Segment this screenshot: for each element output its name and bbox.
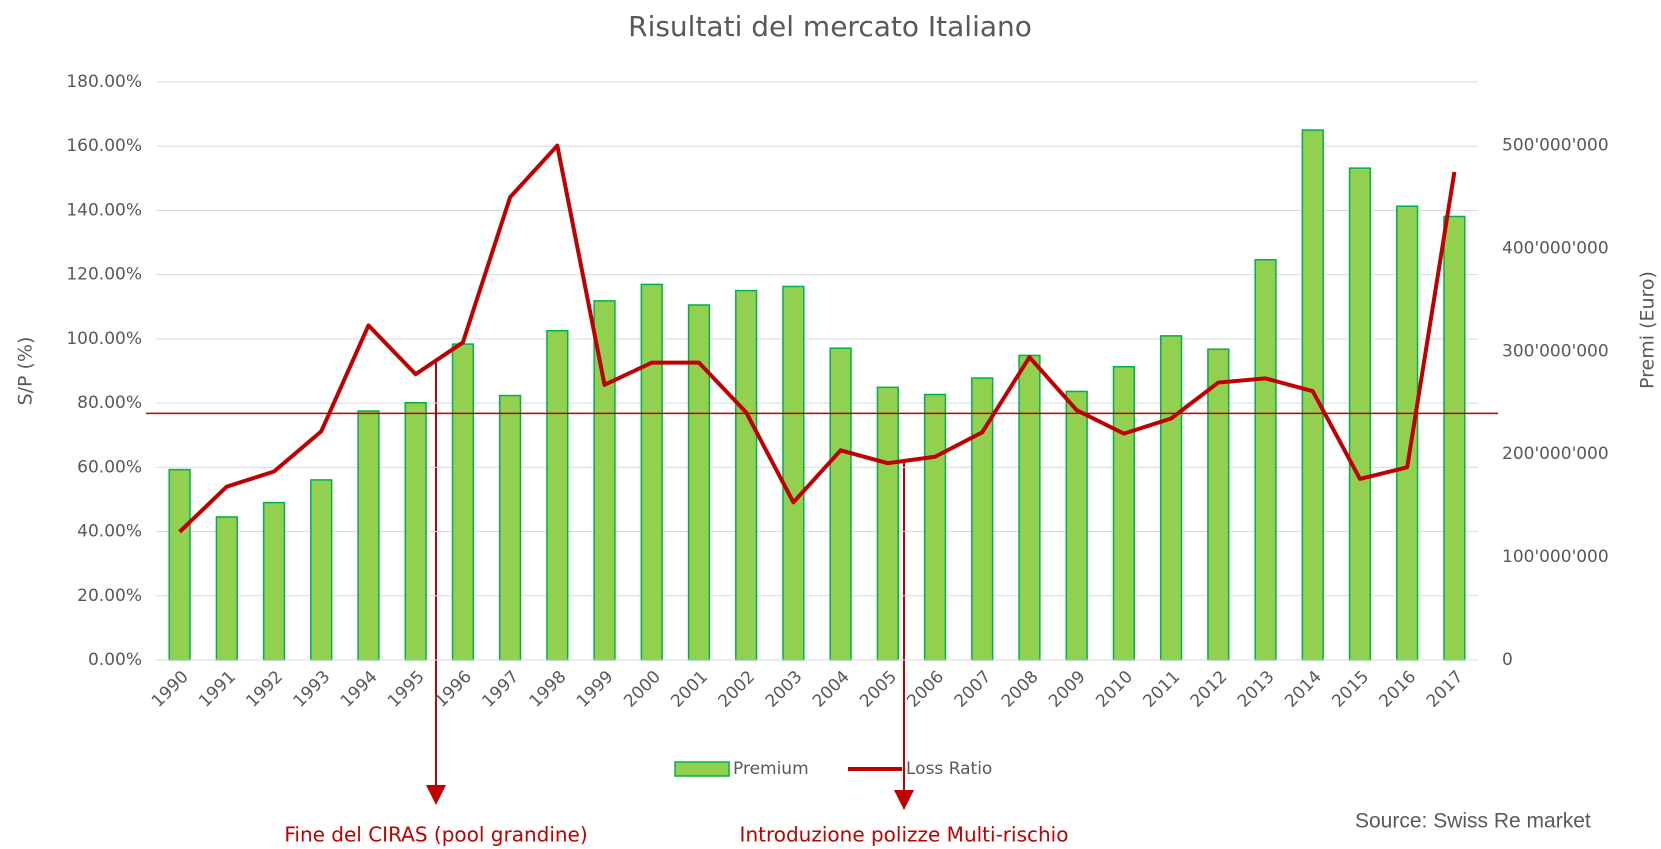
annotation: Fine del CIRAS (pool grandine) xyxy=(284,823,587,847)
bar xyxy=(357,410,380,661)
x-tick-label: 2005 xyxy=(856,667,901,712)
y-tick-label: 160.00% xyxy=(66,136,142,156)
bar xyxy=(451,343,475,661)
y-tick-label: 0.00% xyxy=(88,650,142,670)
x-tick-label: 1991 xyxy=(195,667,240,712)
x-tick-label: 2009 xyxy=(1045,667,1090,712)
x-tick-label: 2012 xyxy=(1187,667,1232,712)
x-tick-label: 2010 xyxy=(1092,667,1137,712)
x-tick-label: 2008 xyxy=(998,667,1043,712)
x-tick-label: 2013 xyxy=(1234,667,1279,712)
x-tick-label: 2014 xyxy=(1281,667,1326,712)
x-tick-label: 1993 xyxy=(290,667,335,712)
bar xyxy=(1207,348,1230,661)
x-tick-label: 1997 xyxy=(478,667,523,712)
y-tick-label: 20.00% xyxy=(77,586,142,606)
bar xyxy=(782,285,805,661)
line xyxy=(178,143,1457,534)
x-tick-label: 1992 xyxy=(242,667,287,712)
x-tick-label: 2011 xyxy=(1139,667,1184,712)
x-tick-label: 1998 xyxy=(526,667,571,712)
x-tick-label: 1990 xyxy=(148,667,193,712)
x-tick-label: 2007 xyxy=(951,667,996,712)
bar xyxy=(640,283,663,661)
x-tick-label: 1996 xyxy=(431,667,476,712)
x-tick-label: 1995 xyxy=(384,667,429,712)
bar xyxy=(262,501,286,661)
y-tick-label: 180.00% xyxy=(66,72,142,92)
annotation: Introduzione polizze Multi-rischio xyxy=(740,823,1069,847)
x-tick-label: 2000 xyxy=(620,667,665,712)
y-tick-label: 120.00% xyxy=(66,265,142,285)
bar xyxy=(687,304,711,661)
bar xyxy=(876,386,899,661)
legend-label: Loss Ratio xyxy=(906,759,992,779)
x-tick-label: 2004 xyxy=(809,667,854,712)
legend-swatch xyxy=(674,761,730,777)
y2-axis-label: Premi (Euro) xyxy=(1637,271,1659,389)
y-tick-label: 140.00% xyxy=(66,200,142,220)
y-tick-label: 60.00% xyxy=(77,457,142,477)
x-tick-label: 1999 xyxy=(573,667,618,712)
chart-title: Risultati del mercato Italiano xyxy=(628,10,1032,43)
source: Source: Swiss Re market xyxy=(1355,810,1591,833)
bar xyxy=(310,479,333,661)
x-tick-label: 2016 xyxy=(1376,667,1421,712)
bar xyxy=(215,516,238,661)
x-tick-label: 2002 xyxy=(715,667,760,712)
bar xyxy=(735,289,758,661)
bar xyxy=(1254,258,1277,661)
bar xyxy=(1018,354,1041,661)
y2-tick-label: 300'000'000 xyxy=(1502,341,1609,361)
y-tick-label: 80.00% xyxy=(77,393,142,413)
legend-label: Premium xyxy=(733,759,809,779)
bar xyxy=(546,329,569,661)
x-tick-label: 2001 xyxy=(667,667,712,712)
y2-tick-label: 400'000'000 xyxy=(1502,238,1609,258)
y2-tick-label: 100'000'000 xyxy=(1502,547,1609,567)
x-tick-label: 2006 xyxy=(903,667,948,712)
bar xyxy=(1065,390,1088,661)
y-tick-label: 40.00% xyxy=(77,522,142,542)
bar xyxy=(404,401,427,661)
x-tick-label: 2015 xyxy=(1328,667,1373,712)
bar xyxy=(1159,335,1183,661)
bar xyxy=(1443,215,1466,661)
bar xyxy=(923,393,947,661)
y2-tick-label: 200'000'000 xyxy=(1502,444,1609,464)
x-tick-label: 2017 xyxy=(1423,667,1468,712)
y-tick-label: 100.00% xyxy=(66,329,142,349)
y-axis-label: S/P (%) xyxy=(15,337,37,406)
bar xyxy=(1112,365,1136,661)
y2-tick-label: 500'000'000 xyxy=(1502,135,1609,155)
bar xyxy=(498,394,522,661)
y2-tick-label: 0 xyxy=(1502,650,1513,670)
x-tick-label: 1994 xyxy=(337,667,382,712)
bar xyxy=(168,468,191,661)
x-tick-label: 2003 xyxy=(762,667,807,712)
bar xyxy=(829,347,852,661)
